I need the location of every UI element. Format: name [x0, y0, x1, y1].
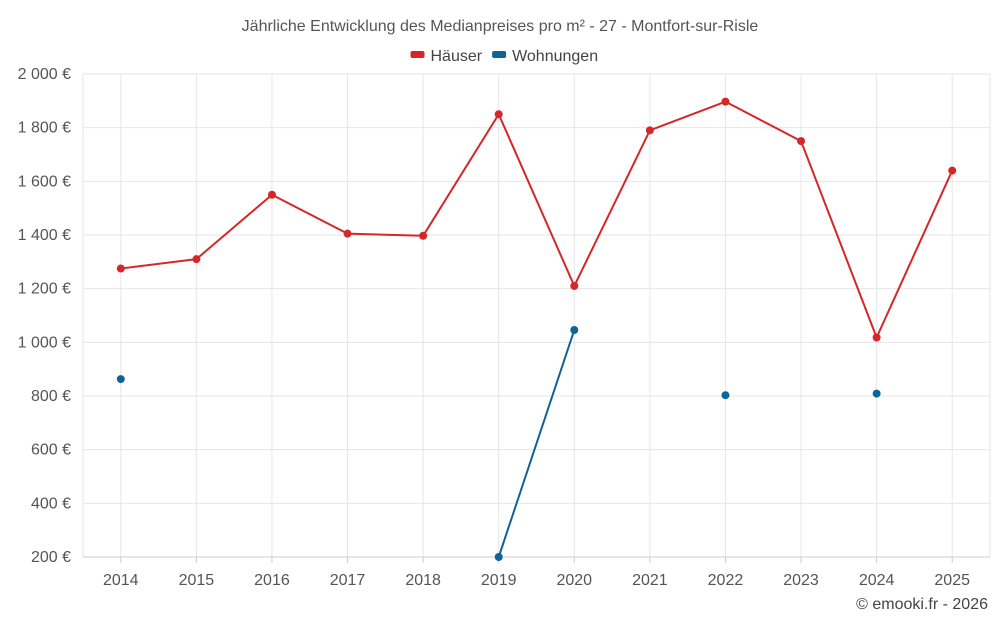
- series-layer: [116, 97, 957, 561]
- x-tick-label: 2025: [934, 572, 970, 589]
- data-point[interactable]: [721, 97, 730, 106]
- x-tick-label: 2015: [179, 572, 215, 589]
- legend-label: Häuser: [431, 48, 483, 65]
- data-point[interactable]: [721, 391, 730, 400]
- y-tick-label: 1 200 €: [18, 281, 71, 298]
- data-point[interactable]: [872, 389, 881, 398]
- y-tick-label: 400 €: [31, 495, 71, 512]
- series-line-segment: [875, 169, 954, 339]
- x-tick-label: 2016: [254, 572, 290, 589]
- series-line-segment: [724, 100, 803, 143]
- y-tick-label: 1 600 €: [18, 173, 71, 190]
- x-tick-label: 2020: [556, 572, 592, 589]
- x-tick-label: 2024: [859, 572, 895, 589]
- series-haeuser: [116, 97, 957, 342]
- legend-item-wohnungen[interactable]: Wohnungen: [492, 48, 598, 65]
- x-tick-label: 2017: [330, 572, 366, 589]
- data-point[interactable]: [116, 375, 125, 384]
- data-point[interactable]: [948, 166, 957, 175]
- x-tick-label: 2014: [103, 572, 139, 589]
- chart-title: Jährliche Entwicklung des Medianpreises …: [242, 18, 759, 35]
- series-line-segment: [573, 129, 651, 287]
- data-point[interactable]: [343, 229, 352, 238]
- data-point[interactable]: [192, 255, 201, 264]
- series-line-segment: [800, 140, 878, 339]
- y-tick-label: 2 000 €: [18, 66, 71, 83]
- y-tick-label: 1 800 €: [18, 120, 71, 137]
- data-point[interactable]: [116, 264, 125, 273]
- axes: 200 € 400 € 600 € 800 € 1 000 € 1 200 € 1 400 …: [18, 66, 990, 589]
- series-line-segment: [497, 328, 576, 558]
- data-point[interactable]: [872, 333, 881, 342]
- copyright-credit: © emooki.fr - 2026: [856, 596, 988, 613]
- series-wohnungen: [116, 325, 881, 561]
- series-line-segment: [648, 100, 727, 132]
- y-tick-label: 600 €: [31, 442, 71, 459]
- series-line-segment: [422, 113, 500, 237]
- data-point[interactable]: [494, 110, 503, 119]
- series-line-segment: [195, 193, 273, 261]
- data-point[interactable]: [419, 231, 428, 240]
- data-point[interactable]: [797, 137, 806, 146]
- x-tick-label: 2023: [783, 572, 819, 589]
- x-tick-label: 2022: [708, 572, 744, 589]
- legend-swatch: [410, 51, 425, 58]
- x-tick-label: 2018: [405, 572, 441, 589]
- series-line-segment: [119, 258, 198, 270]
- legend-label: Wohnungen: [512, 48, 598, 65]
- series-line-segment: [270, 193, 349, 235]
- legend: Häuser Wohnungen: [410, 48, 598, 65]
- y-tick-label: 1 400 €: [18, 227, 71, 244]
- legend-swatch: [492, 51, 507, 58]
- series-line-segment: [346, 232, 425, 237]
- data-point[interactable]: [494, 553, 503, 561]
- x-tick-label: 2019: [481, 572, 517, 589]
- grid-lines: [82, 73, 991, 557]
- legend-item-haeuser[interactable]: Häuser: [410, 48, 483, 65]
- x-tick-label: 2021: [632, 572, 668, 589]
- data-point[interactable]: [267, 190, 276, 199]
- data-point[interactable]: [645, 126, 654, 135]
- y-tick-label: 800 €: [31, 388, 71, 405]
- data-point[interactable]: [570, 325, 579, 334]
- data-point[interactable]: [570, 281, 579, 290]
- y-tick-label: 200 €: [31, 549, 71, 566]
- y-tick-label: 1 000 €: [18, 334, 71, 351]
- series-line-segment: [497, 113, 576, 287]
